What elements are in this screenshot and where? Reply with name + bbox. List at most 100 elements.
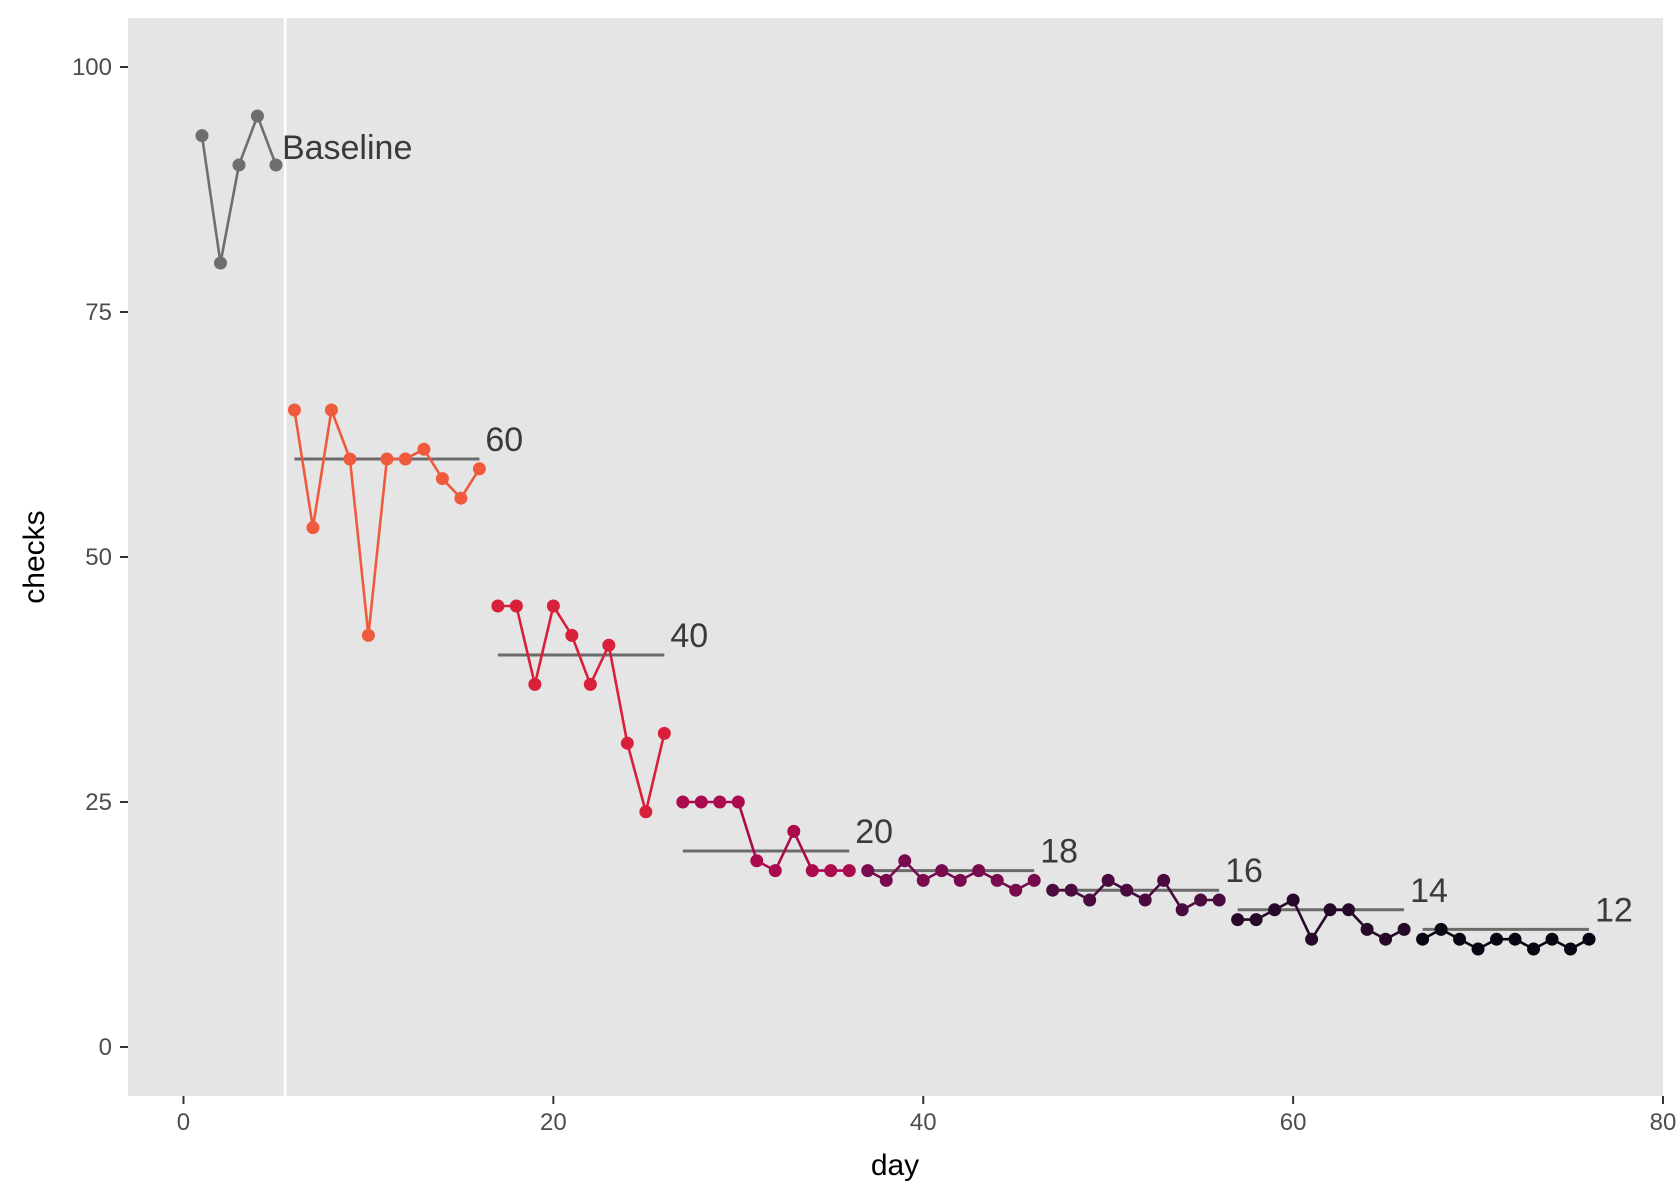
data-point-16-51 [1120,883,1134,897]
data-point-baseline-2 [213,256,227,270]
data-point-60-7 [306,521,320,535]
data-point-18-45 [1009,883,1023,897]
data-point-baseline-3 [232,158,246,172]
data-point-12-76 [1582,932,1596,946]
x-tick-label-0: 0 [177,1109,190,1136]
data-point-40-26 [657,726,671,740]
phase-label-16: 16 [1225,852,1263,890]
data-point-12-72 [1508,932,1522,946]
y-tick-label-50: 50 [85,544,112,571]
series-line-16 [1052,879,1220,912]
data-point-18-46 [1027,873,1041,887]
data-point-60-16 [472,462,486,476]
data-point-14-62 [1323,903,1337,917]
data-point-14-57 [1231,913,1245,927]
data-point-12-70 [1471,942,1485,956]
data-point-12-68 [1434,922,1448,936]
data-point-40-22 [583,677,597,691]
data-point-20-28 [694,795,708,809]
data-point-12-75 [1564,942,1578,956]
data-point-40-20 [546,599,560,613]
phase-label-baseline: Baseline [282,129,412,167]
data-point-20-30 [731,795,745,809]
data-point-60-12 [398,452,412,466]
data-point-60-11 [380,452,394,466]
data-point-20-36 [842,864,856,878]
phase-label-40: 40 [670,617,708,655]
x-tick-label-60: 60 [1280,1109,1307,1136]
x-tick-label-80: 80 [1650,1109,1677,1136]
data-point-20-34 [805,864,819,878]
y-axis-title: checks [18,510,51,603]
y-tick-label-100: 100 [72,54,112,81]
data-point-20-27 [676,795,690,809]
data-point-14-65 [1379,932,1393,946]
x-axis-title: day [871,1149,919,1182]
phase-label-18: 18 [1040,833,1078,871]
data-point-14-63 [1342,903,1356,917]
series-line-12 [1421,928,1590,951]
x-tick-label-20: 20 [540,1109,567,1136]
data-point-baseline-4 [250,109,264,123]
data-point-16-50 [1101,873,1115,887]
data-point-20-35 [824,864,838,878]
data-point-14-66 [1397,922,1411,936]
data-point-18-42 [953,873,967,887]
data-point-60-8 [324,403,338,417]
plot-panel [128,18,1663,1096]
data-point-18-38 [879,873,893,887]
data-point-40-25 [639,805,653,819]
y-tick-label-75: 75 [85,299,112,326]
phase-label-60: 60 [485,421,523,459]
phase-label-20: 20 [855,813,893,851]
y-tick-label-25: 25 [85,789,112,816]
series-line-14 [1237,898,1405,941]
data-point-60-6 [287,403,301,417]
data-point-60-15 [454,491,468,505]
data-point-20-33 [787,824,801,838]
data-point-40-19 [528,677,542,691]
data-point-16-55 [1194,893,1208,907]
data-point-16-53 [1157,873,1171,887]
data-point-60-14 [435,472,449,486]
data-point-40-21 [565,628,579,642]
y-tick-label-0: 0 [99,1034,112,1061]
data-point-20-29 [713,795,727,809]
data-point-60-13 [417,442,431,456]
data-point-16-56 [1212,893,1226,907]
data-point-40-18 [509,599,523,613]
data-point-14-61 [1305,932,1319,946]
data-point-12-74 [1545,932,1559,946]
data-point-60-9 [343,452,357,466]
x-tick-label-40: 40 [910,1109,937,1136]
phase-label-14: 14 [1410,872,1448,910]
phase-label-12: 12 [1595,891,1633,929]
data-point-20-32 [768,864,782,878]
data-point-14-60 [1286,893,1300,907]
data-point-14-64 [1360,922,1374,936]
data-point-12-69 [1453,932,1467,946]
data-point-16-49 [1083,893,1097,907]
data-point-16-52 [1138,893,1152,907]
data-point-40-23 [602,638,616,652]
data-point-16-48 [1064,883,1078,897]
data-point-12-71 [1490,932,1504,946]
data-point-18-37 [861,864,875,878]
data-point-20-31 [750,854,764,868]
data-point-40-17 [491,599,505,613]
data-point-18-44 [990,873,1004,887]
data-point-60-10 [361,628,375,642]
data-point-40-24 [620,736,634,750]
series-line-40 [497,604,666,814]
data-point-12-73 [1527,942,1541,956]
data-point-18-40 [916,873,930,887]
data-point-18-43 [972,864,986,878]
data-point-18-39 [898,854,912,868]
data-point-baseline-5 [269,158,283,172]
data-point-14-58 [1249,913,1263,927]
data-point-14-59 [1268,903,1282,917]
data-point-12-67 [1416,932,1430,946]
data-point-18-41 [935,864,949,878]
data-point-16-54 [1175,903,1189,917]
